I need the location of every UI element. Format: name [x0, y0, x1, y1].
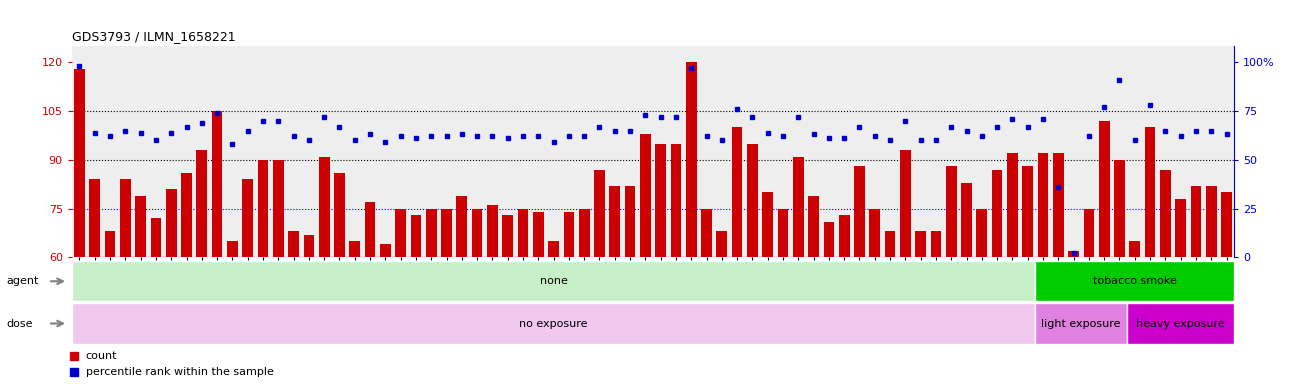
Bar: [946, 166, 956, 257]
Text: no exposure: no exposure: [520, 318, 588, 329]
Bar: [900, 150, 910, 257]
Bar: [457, 195, 468, 257]
Bar: [670, 144, 682, 257]
Bar: [166, 189, 176, 257]
Bar: [1038, 153, 1049, 257]
Bar: [1023, 166, 1033, 257]
Bar: [1221, 192, 1232, 257]
Text: count: count: [86, 351, 118, 361]
Bar: [884, 231, 896, 257]
Bar: [1175, 199, 1186, 257]
Bar: [487, 205, 498, 257]
Bar: [1191, 186, 1202, 257]
Bar: [533, 212, 543, 257]
Bar: [1053, 153, 1063, 257]
Bar: [610, 186, 620, 257]
Bar: [410, 215, 422, 257]
Bar: [808, 195, 819, 257]
Bar: [380, 244, 390, 257]
Bar: [1098, 121, 1110, 257]
Bar: [441, 209, 452, 257]
Bar: [777, 209, 789, 257]
Text: GDS3793 / ILMN_1658221: GDS3793 / ILMN_1658221: [72, 30, 235, 43]
Bar: [838, 215, 849, 257]
Bar: [1144, 127, 1156, 257]
Bar: [763, 192, 773, 257]
Text: dose: dose: [7, 318, 33, 329]
Bar: [731, 127, 743, 257]
Bar: [1036, 303, 1127, 344]
Text: heavy exposure: heavy exposure: [1136, 318, 1225, 329]
Bar: [747, 144, 757, 257]
Bar: [870, 209, 880, 257]
Bar: [227, 241, 238, 257]
Bar: [1084, 209, 1094, 257]
Bar: [243, 179, 253, 257]
Text: none: none: [539, 276, 568, 286]
Bar: [212, 111, 222, 257]
Bar: [396, 209, 406, 257]
Bar: [931, 231, 942, 257]
Bar: [1036, 261, 1234, 301]
Bar: [977, 209, 987, 257]
Bar: [273, 160, 283, 257]
Bar: [1127, 303, 1234, 344]
Text: agent: agent: [7, 276, 39, 286]
Bar: [471, 209, 482, 257]
Bar: [303, 235, 315, 257]
Bar: [549, 241, 559, 257]
Bar: [72, 261, 1036, 301]
Bar: [961, 182, 972, 257]
Bar: [517, 209, 529, 257]
Bar: [1007, 153, 1017, 257]
Bar: [182, 173, 192, 257]
Bar: [824, 222, 835, 257]
Bar: [350, 241, 360, 257]
Bar: [656, 144, 666, 257]
Bar: [289, 231, 299, 257]
Bar: [72, 303, 1036, 344]
Bar: [120, 179, 131, 257]
Bar: [793, 157, 803, 257]
Bar: [1068, 251, 1079, 257]
Bar: [991, 170, 1003, 257]
Bar: [686, 62, 696, 257]
Bar: [89, 179, 101, 257]
Bar: [579, 209, 589, 257]
Bar: [1160, 170, 1170, 257]
Bar: [717, 231, 727, 257]
Bar: [1205, 186, 1217, 257]
Text: tobacco smoke: tobacco smoke: [1093, 276, 1177, 286]
Bar: [854, 166, 865, 257]
Text: percentile rank within the sample: percentile rank within the sample: [86, 367, 273, 377]
Bar: [594, 170, 605, 257]
Bar: [1130, 241, 1140, 257]
Bar: [563, 212, 575, 257]
Bar: [319, 157, 329, 257]
Bar: [196, 150, 208, 257]
Text: light exposure: light exposure: [1041, 318, 1121, 329]
Bar: [624, 186, 636, 257]
Bar: [104, 231, 115, 257]
Bar: [136, 195, 146, 257]
Bar: [426, 209, 436, 257]
Bar: [701, 209, 712, 257]
Bar: [364, 202, 375, 257]
Bar: [640, 134, 650, 257]
Bar: [334, 173, 345, 257]
Bar: [916, 231, 926, 257]
Bar: [74, 69, 85, 257]
Bar: [1114, 160, 1124, 257]
Bar: [503, 215, 513, 257]
Bar: [257, 160, 268, 257]
Bar: [150, 218, 162, 257]
